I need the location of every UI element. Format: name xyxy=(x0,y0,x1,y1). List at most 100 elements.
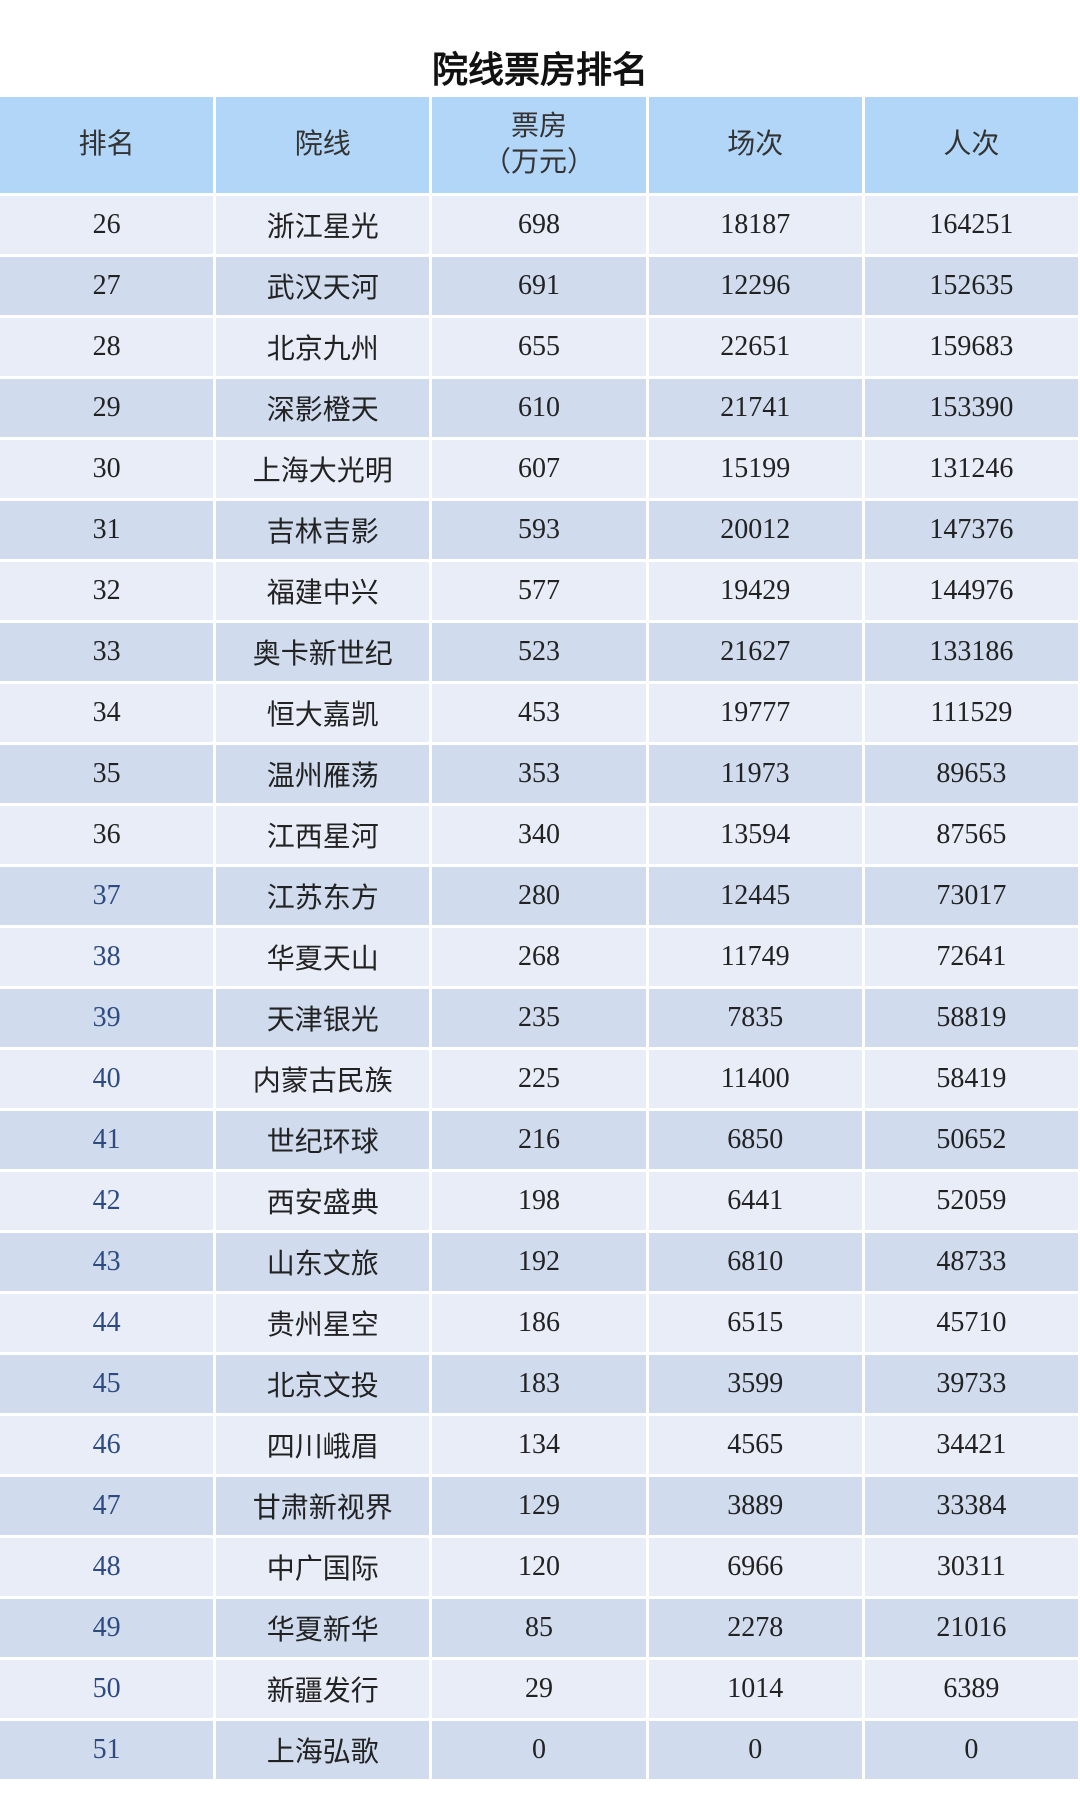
box-office-cell: 691 xyxy=(432,257,646,315)
screenings-cell: 22651 xyxy=(648,318,862,376)
cinema-chain-cell: 浙江星光 xyxy=(216,196,430,254)
box-office-cell: 134 xyxy=(432,1416,646,1474)
screenings-cell: 0 xyxy=(648,1721,862,1779)
screenings-cell: 6966 xyxy=(648,1538,862,1596)
box-office-cell: 192 xyxy=(432,1233,646,1291)
screenings-cell: 6810 xyxy=(648,1233,862,1291)
screenings-cell: 20012 xyxy=(648,501,862,559)
box-office-cell: 29 xyxy=(432,1660,646,1718)
rank-cell: 26 xyxy=(0,196,214,254)
screenings-cell: 6850 xyxy=(648,1111,862,1169)
rank-cell: 37 xyxy=(0,867,214,925)
cinema-chain-cell: 上海弘歌 xyxy=(216,1721,430,1779)
rank-cell: 36 xyxy=(0,806,214,864)
cinema-chain-cell: 新疆发行 xyxy=(216,1660,430,1718)
cinema-chain-cell: 华夏新华 xyxy=(216,1599,430,1657)
rank-cell: 48 xyxy=(0,1538,214,1596)
admissions-cell: 6389 xyxy=(864,1660,1078,1718)
admissions-cell: 133186 xyxy=(864,623,1078,681)
rank-cell: 42 xyxy=(0,1172,214,1230)
header-screenings: 场次 xyxy=(648,97,862,193)
screenings-cell: 19429 xyxy=(648,562,862,620)
rank-cell: 30 xyxy=(0,440,214,498)
header-cinema-chain: 院线 xyxy=(216,97,430,193)
cinema-chain-cell: 吉林吉影 xyxy=(216,501,430,559)
screenings-cell: 2278 xyxy=(648,1599,862,1657)
cinema-chain-cell: 中广国际 xyxy=(216,1538,430,1596)
screenings-cell: 11400 xyxy=(648,1050,862,1108)
admissions-cell: 144976 xyxy=(864,562,1078,620)
box-office-cell: 698 xyxy=(432,196,646,254)
admissions-cell: 52059 xyxy=(864,1172,1078,1230)
admissions-cell: 45710 xyxy=(864,1294,1078,1352)
page-title: 院线票房排名 xyxy=(431,50,648,91)
box-office-cell: 235 xyxy=(432,989,646,1047)
cinema-chain-cell: 江西星河 xyxy=(216,806,430,864)
admissions-cell: 21016 xyxy=(864,1599,1078,1657)
box-office-cell: 216 xyxy=(432,1111,646,1169)
screenings-cell: 18187 xyxy=(648,196,862,254)
cinema-chain-cell: 北京文投 xyxy=(216,1355,430,1413)
admissions-cell: 73017 xyxy=(864,867,1078,925)
admissions-cell: 153390 xyxy=(864,379,1078,437)
box-office-cell: 0 xyxy=(432,1721,646,1779)
box-office-cell: 610 xyxy=(432,379,646,437)
box-office-cell: 186 xyxy=(432,1294,646,1352)
cinema-chain-cell: 贵州星空 xyxy=(216,1294,430,1352)
admissions-cell: 87565 xyxy=(864,806,1078,864)
rank-cell: 43 xyxy=(0,1233,214,1291)
rank-cell: 32 xyxy=(0,562,214,620)
rank-cell: 31 xyxy=(0,501,214,559)
box-office-cell: 607 xyxy=(432,440,646,498)
rank-cell: 46 xyxy=(0,1416,214,1474)
screenings-cell: 12296 xyxy=(648,257,862,315)
cinema-chain-cell: 福建中兴 xyxy=(216,562,430,620)
admissions-cell: 58819 xyxy=(864,989,1078,1047)
rank-cell: 41 xyxy=(0,1111,214,1169)
rank-cell: 47 xyxy=(0,1477,214,1535)
header-admissions: 人次 xyxy=(864,97,1078,193)
admissions-cell: 0 xyxy=(864,1721,1078,1779)
rank-cell: 49 xyxy=(0,1599,214,1657)
box-office-cell: 523 xyxy=(432,623,646,681)
box-office-cell: 280 xyxy=(432,867,646,925)
screenings-cell: 6441 xyxy=(648,1172,862,1230)
screenings-cell: 7835 xyxy=(648,989,862,1047)
screenings-cell: 21627 xyxy=(648,623,862,681)
admissions-cell: 152635 xyxy=(864,257,1078,315)
admissions-cell: 30311 xyxy=(864,1538,1078,1596)
box-office-cell: 593 xyxy=(432,501,646,559)
cinema-chain-cell: 奥卡新世纪 xyxy=(216,623,430,681)
screenings-cell: 19777 xyxy=(648,684,862,742)
cinema-chain-cell: 四川峨眉 xyxy=(216,1416,430,1474)
screenings-cell: 3599 xyxy=(648,1355,862,1413)
cinema-chain-cell: 北京九州 xyxy=(216,318,430,376)
admissions-cell: 50652 xyxy=(864,1111,1078,1169)
rank-cell: 39 xyxy=(0,989,214,1047)
rank-cell: 29 xyxy=(0,379,214,437)
rank-cell: 40 xyxy=(0,1050,214,1108)
admissions-cell: 147376 xyxy=(864,501,1078,559)
box-office-cell: 129 xyxy=(432,1477,646,1535)
rank-cell: 28 xyxy=(0,318,214,376)
header-box-office-label: 票房 xyxy=(510,111,567,142)
cinema-chain-cell: 天津银光 xyxy=(216,989,430,1047)
rank-cell: 38 xyxy=(0,928,214,986)
screenings-cell: 11749 xyxy=(648,928,862,986)
rank-cell: 27 xyxy=(0,257,214,315)
header-rank: 排名 xyxy=(0,97,214,193)
box-office-cell: 225 xyxy=(432,1050,646,1108)
screenings-cell: 12445 xyxy=(648,867,862,925)
admissions-cell: 164251 xyxy=(864,196,1078,254)
admissions-cell: 131246 xyxy=(864,440,1078,498)
admissions-cell: 159683 xyxy=(864,318,1078,376)
cinema-chain-cell: 武汉天河 xyxy=(216,257,430,315)
box-office-cell: 353 xyxy=(432,745,646,803)
rank-cell: 33 xyxy=(0,623,214,681)
header-admissions-label: 人次 xyxy=(943,129,1000,160)
box-office-cell: 577 xyxy=(432,562,646,620)
rank-cell: 51 xyxy=(0,1721,214,1779)
rank-cell: 34 xyxy=(0,684,214,742)
screenings-cell: 3889 xyxy=(648,1477,862,1535)
screenings-cell: 13594 xyxy=(648,806,862,864)
